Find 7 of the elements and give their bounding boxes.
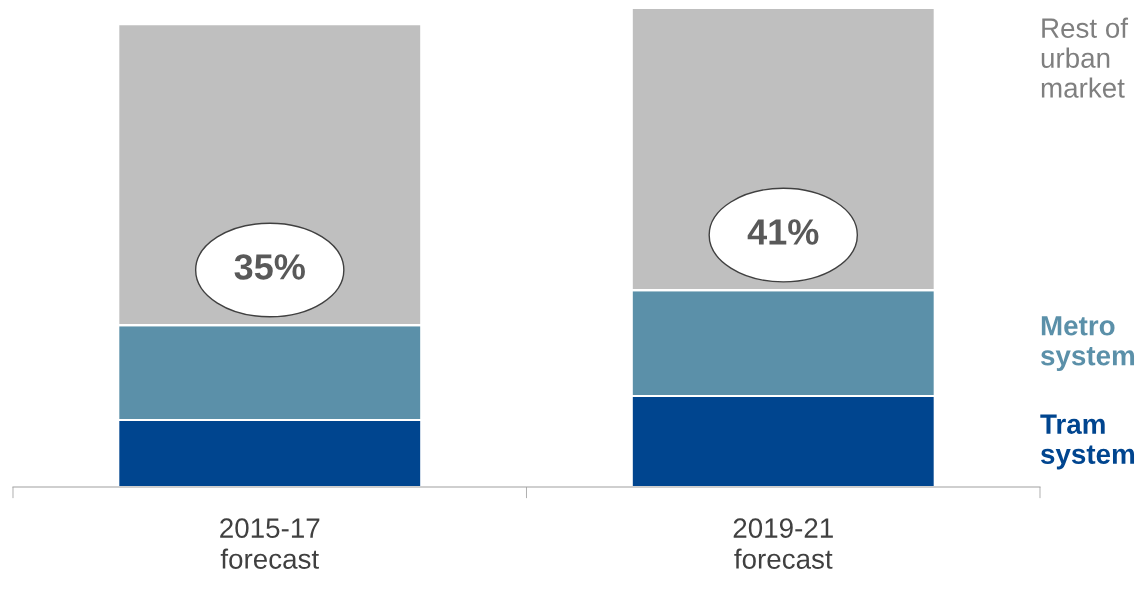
x-tick-label: 2015-17 forecast — [220, 518, 320, 569]
text: Tram system — [1040, 414, 1135, 470]
text: Rest of urban market — [1041, 17, 1129, 98]
annotation: 35% — [234, 254, 305, 280]
text: Metro system — [1040, 316, 1135, 371]
x-tick-label: 2019-21 forecast — [733, 518, 833, 569]
annotation: 41% — [747, 219, 819, 245]
